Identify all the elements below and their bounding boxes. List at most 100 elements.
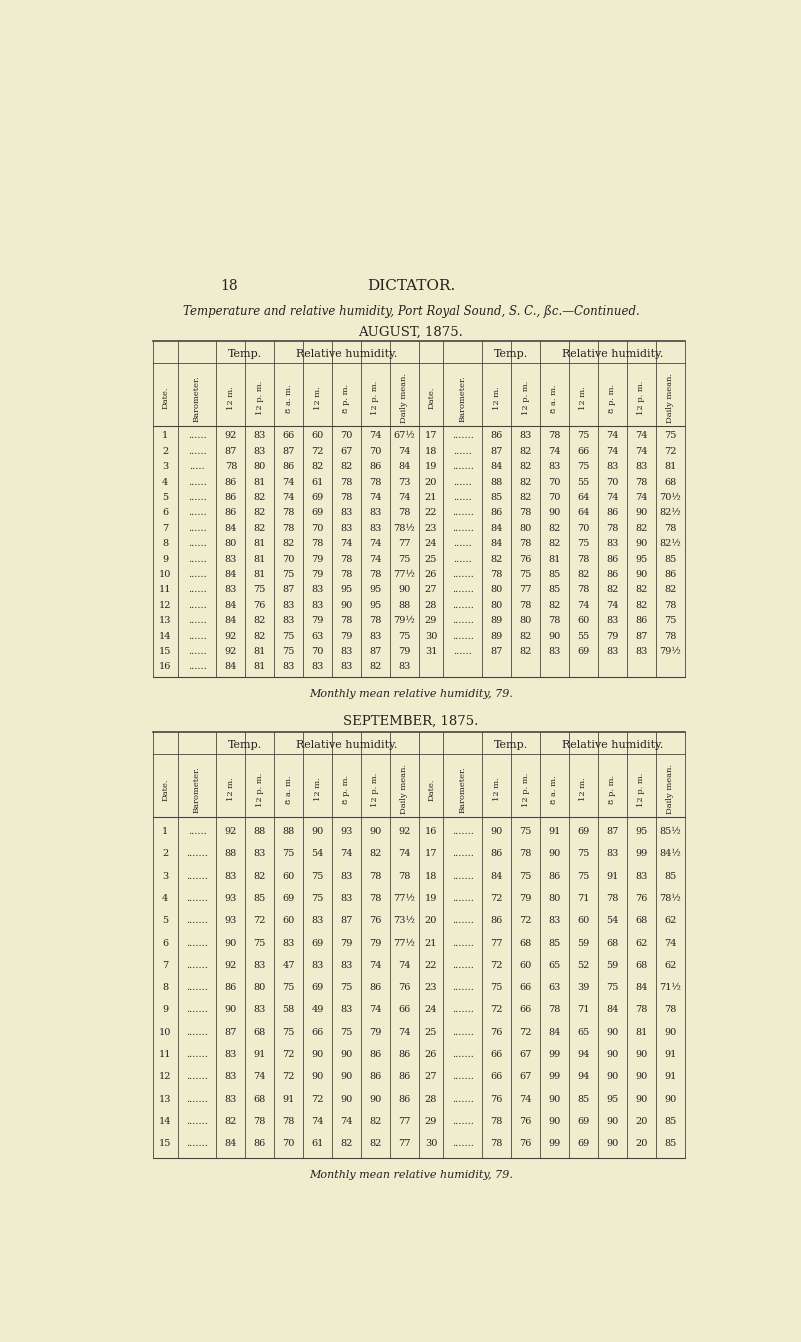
Text: 78: 78 (398, 872, 410, 880)
Text: 78: 78 (369, 478, 381, 487)
Text: 69: 69 (312, 509, 324, 518)
Text: 84: 84 (548, 1028, 561, 1037)
Text: 12 m.: 12 m. (579, 386, 587, 411)
Text: 7: 7 (162, 961, 168, 970)
Text: 79: 79 (369, 1028, 381, 1037)
Text: 86: 86 (225, 984, 237, 992)
Text: 78: 78 (578, 554, 590, 564)
Text: 90: 90 (635, 1049, 647, 1059)
Text: 82: 82 (254, 872, 266, 880)
Text: 83: 83 (635, 872, 647, 880)
Text: 2: 2 (162, 849, 168, 859)
Text: .......: ....... (452, 431, 473, 440)
Text: 27: 27 (425, 1072, 437, 1082)
Text: 91: 91 (664, 1049, 677, 1059)
Text: 86: 86 (606, 570, 618, 578)
Text: 83: 83 (340, 1005, 352, 1015)
Text: 78: 78 (340, 493, 352, 502)
Text: 87: 87 (635, 632, 647, 640)
Text: 71: 71 (577, 1005, 590, 1015)
Text: 12 p. m.: 12 p. m. (256, 381, 264, 416)
Text: 70: 70 (606, 478, 618, 487)
Text: 15: 15 (159, 647, 171, 656)
Text: ......: ...... (187, 585, 207, 595)
Text: 30: 30 (425, 1139, 437, 1149)
Text: 90: 90 (606, 1028, 618, 1037)
Text: 90: 90 (340, 1072, 352, 1082)
Text: 69: 69 (578, 647, 590, 656)
Text: 61: 61 (312, 1139, 324, 1149)
Text: 83: 83 (283, 663, 295, 671)
Text: 12 p. m.: 12 p. m. (637, 772, 645, 807)
Text: 79½: 79½ (393, 616, 415, 625)
Text: Relative humidity.: Relative humidity. (562, 349, 663, 358)
Text: 6: 6 (162, 509, 168, 518)
Text: 70: 70 (312, 647, 324, 656)
Text: ......: ...... (187, 539, 207, 549)
Text: 70: 70 (369, 447, 381, 456)
Text: Relative humidity.: Relative humidity. (296, 739, 397, 750)
Text: 23: 23 (425, 523, 437, 533)
Text: 90: 90 (549, 1117, 561, 1126)
Text: 90: 90 (606, 1117, 618, 1126)
Text: 87: 87 (283, 585, 295, 595)
Text: 84½: 84½ (659, 849, 682, 859)
Text: .......: ....... (452, 849, 473, 859)
Text: 91: 91 (283, 1095, 295, 1103)
Text: 78: 78 (369, 570, 381, 578)
Text: 47: 47 (283, 961, 295, 970)
Text: 79: 79 (340, 632, 352, 640)
Text: DICTATOR.: DICTATOR. (367, 279, 455, 293)
Text: 82: 82 (254, 493, 266, 502)
Text: 91: 91 (548, 827, 561, 836)
Text: 92: 92 (224, 961, 237, 970)
Text: 86: 86 (225, 478, 237, 487)
Text: 63: 63 (548, 984, 561, 992)
Text: 87: 87 (340, 917, 352, 925)
Text: 83: 83 (340, 872, 352, 880)
Text: 15: 15 (159, 1139, 171, 1149)
Text: Date.: Date. (427, 386, 435, 409)
Text: 82: 82 (369, 1139, 381, 1149)
Text: 74: 74 (340, 539, 352, 549)
Text: 24: 24 (425, 539, 437, 549)
Text: 9: 9 (162, 554, 168, 564)
Text: 84: 84 (224, 601, 237, 609)
Text: 74: 74 (398, 447, 410, 456)
Text: 82: 82 (490, 554, 503, 564)
Text: 58: 58 (283, 1005, 295, 1015)
Text: 82: 82 (254, 632, 266, 640)
Text: 90: 90 (398, 585, 410, 595)
Text: 72: 72 (490, 894, 503, 903)
Text: 8 a. m.: 8 a. m. (550, 384, 558, 412)
Text: Date.: Date. (161, 778, 169, 801)
Text: 78: 78 (635, 478, 647, 487)
Text: 84: 84 (224, 523, 237, 533)
Text: 87: 87 (606, 827, 618, 836)
Text: Relative humidity.: Relative humidity. (562, 739, 663, 750)
Text: 88: 88 (283, 827, 295, 836)
Text: 85: 85 (578, 1095, 590, 1103)
Text: 74: 74 (548, 447, 561, 456)
Text: 61: 61 (312, 478, 324, 487)
Text: 84: 84 (224, 663, 237, 671)
Text: 85: 85 (254, 894, 266, 903)
Text: ......: ...... (187, 616, 207, 625)
Text: 88: 88 (490, 478, 503, 487)
Text: .......: ....... (452, 938, 473, 947)
Text: 83: 83 (312, 917, 324, 925)
Text: 74: 74 (606, 431, 618, 440)
Text: 83: 83 (548, 647, 561, 656)
Text: 23: 23 (425, 984, 437, 992)
Text: 52: 52 (578, 961, 590, 970)
Text: 6: 6 (162, 938, 168, 947)
Text: 28: 28 (425, 1095, 437, 1103)
Text: .......: ....... (452, 1028, 473, 1037)
Text: .......: ....... (186, 1072, 208, 1082)
Text: 29: 29 (425, 616, 437, 625)
Text: 83: 83 (340, 961, 352, 970)
Text: 95: 95 (369, 601, 381, 609)
Text: 83: 83 (224, 872, 237, 880)
Text: 75: 75 (664, 431, 677, 440)
Text: 92: 92 (398, 827, 410, 836)
